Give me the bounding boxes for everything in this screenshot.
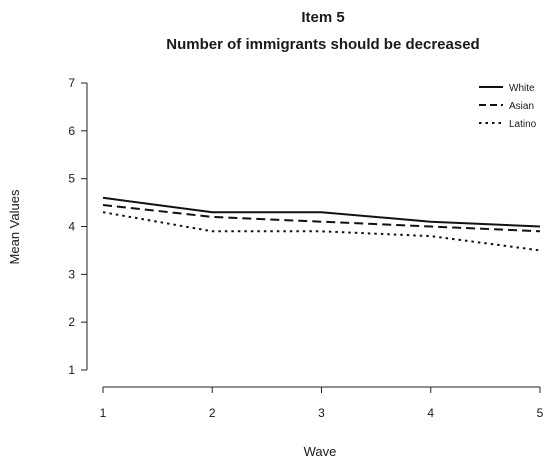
x-tick-label: 2	[209, 406, 216, 420]
series-line-latino	[102, 211, 541, 252]
series-line-asian	[102, 204, 541, 233]
y-tick-label: 5	[68, 172, 75, 186]
y-tick-label: 2	[68, 315, 75, 329]
series-lines	[102, 196, 541, 252]
series-line-white	[102, 196, 541, 228]
chart-title: Item 5	[301, 9, 344, 26]
y-tick-label: 4	[68, 220, 75, 234]
legend-label: White	[509, 83, 535, 94]
y-tick-label: 6	[68, 124, 75, 138]
x-tick-label: 4	[427, 406, 434, 420]
legend: White Asian Latino	[479, 83, 537, 130]
y-tick-label: 3	[68, 267, 75, 281]
legend-label: Latino	[509, 119, 537, 130]
x-axis: 1 2 3 4 5	[100, 386, 544, 420]
x-tick-label: 1	[100, 406, 107, 420]
y-axis: 1 2 3 4 5 6 7	[68, 76, 88, 377]
x-tick-label: 5	[537, 406, 544, 420]
x-tick-label: 3	[318, 406, 325, 420]
y-axis-label: Mean Values	[7, 189, 22, 264]
y-tick-label: 1	[68, 363, 75, 377]
y-tick-label: 7	[68, 76, 75, 90]
x-axis-label: Wave	[304, 444, 337, 459]
legend-label: Asian	[509, 101, 534, 112]
chart-subtitle: Number of immigrants should be decreased	[166, 36, 479, 53]
